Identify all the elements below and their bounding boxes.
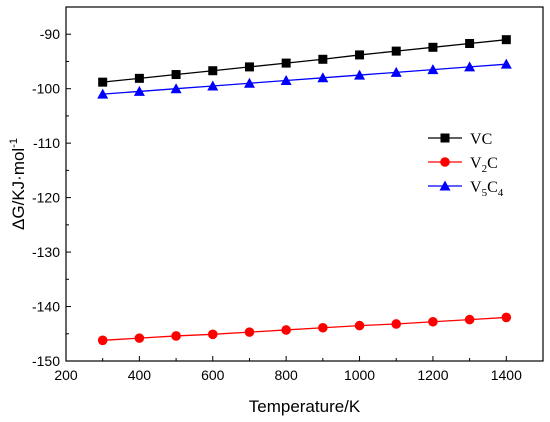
y-tick-label: -120 xyxy=(32,190,60,206)
data-point xyxy=(97,335,108,346)
data-point xyxy=(500,58,512,69)
x-axis-title: Temperature/K xyxy=(249,397,361,416)
data-point xyxy=(317,72,329,83)
data-point xyxy=(355,50,365,60)
data-point xyxy=(464,61,476,72)
series-layer xyxy=(97,35,512,346)
y-axis-title-main: ΔG/KJ·mol xyxy=(9,148,28,230)
data-point xyxy=(281,325,291,335)
data-point xyxy=(318,322,328,333)
data-point xyxy=(207,80,219,91)
plot-frame xyxy=(65,6,544,362)
y-tick-label: -90 xyxy=(40,26,60,42)
legend: VC V2C V5C4 xyxy=(428,131,504,199)
data-point xyxy=(390,66,402,77)
y-axis-title: ΔG/KJ·mol-1 xyxy=(8,138,28,230)
data-point xyxy=(280,75,292,86)
data-point xyxy=(501,312,512,323)
legend-item: VC xyxy=(428,131,492,148)
data-point xyxy=(171,331,181,341)
y-tick-label: -140 xyxy=(32,299,60,315)
legend-label: V2C xyxy=(470,155,498,175)
legend-marker xyxy=(440,133,450,143)
y-tick-label: -110 xyxy=(33,135,60,151)
x-tick-label: 600 xyxy=(201,367,225,383)
plot-area: 200 400 600 800 1000 1200 1400 -150 -140 -130 -12… xyxy=(32,6,544,383)
data-point xyxy=(243,77,255,88)
series-V5C4 xyxy=(97,58,512,99)
series-V2C xyxy=(97,312,512,346)
data-point xyxy=(391,46,401,56)
legend-marker xyxy=(439,180,451,191)
series-line xyxy=(102,316,507,341)
data-point xyxy=(464,314,475,325)
data-point xyxy=(208,66,218,76)
x-tick-label: 1000 xyxy=(344,367,375,383)
legend-label: VC xyxy=(470,131,492,148)
legend-item: V2C xyxy=(428,155,498,175)
legend-item: V5C4 xyxy=(428,179,504,199)
data-point xyxy=(428,316,438,327)
data-point xyxy=(170,83,182,94)
data-point xyxy=(171,70,181,80)
x-tick-label: 200 xyxy=(54,367,78,383)
legend-label: V5C4 xyxy=(470,179,504,199)
data-point xyxy=(391,319,402,329)
x-tick-label: 800 xyxy=(274,367,298,383)
data-point xyxy=(97,88,109,99)
data-point xyxy=(354,69,366,80)
data-point xyxy=(427,64,439,75)
y-axis-title-exponent: -1 xyxy=(8,138,20,148)
y-tick-label: -100 xyxy=(32,81,60,97)
data-point xyxy=(354,320,365,331)
x-tick-label: 400 xyxy=(128,367,152,383)
x-tick-label: 1400 xyxy=(491,367,522,383)
data-point xyxy=(207,329,218,340)
y-axis: -150 -140 -130 -120 -110 -100 -90 xyxy=(32,6,71,369)
x-tick-label: 1200 xyxy=(417,367,448,383)
series-VC xyxy=(98,35,511,87)
data-point xyxy=(501,35,511,45)
y-tick-label: -150 xyxy=(32,353,60,369)
data-point xyxy=(133,85,145,96)
y-tick-label: -130 xyxy=(32,244,60,260)
data-point xyxy=(428,42,438,52)
data-point xyxy=(281,58,291,68)
data-point xyxy=(244,327,255,337)
legend-marker xyxy=(440,157,450,167)
data-point xyxy=(98,77,108,87)
data-point xyxy=(465,38,475,48)
data-point xyxy=(134,333,145,343)
data-point xyxy=(244,62,254,72)
series-line xyxy=(102,63,507,95)
series-line xyxy=(102,39,507,83)
data-point xyxy=(134,73,144,83)
x-axis: 200 400 600 800 1000 1200 1400 xyxy=(54,356,522,383)
data-point xyxy=(318,54,328,64)
